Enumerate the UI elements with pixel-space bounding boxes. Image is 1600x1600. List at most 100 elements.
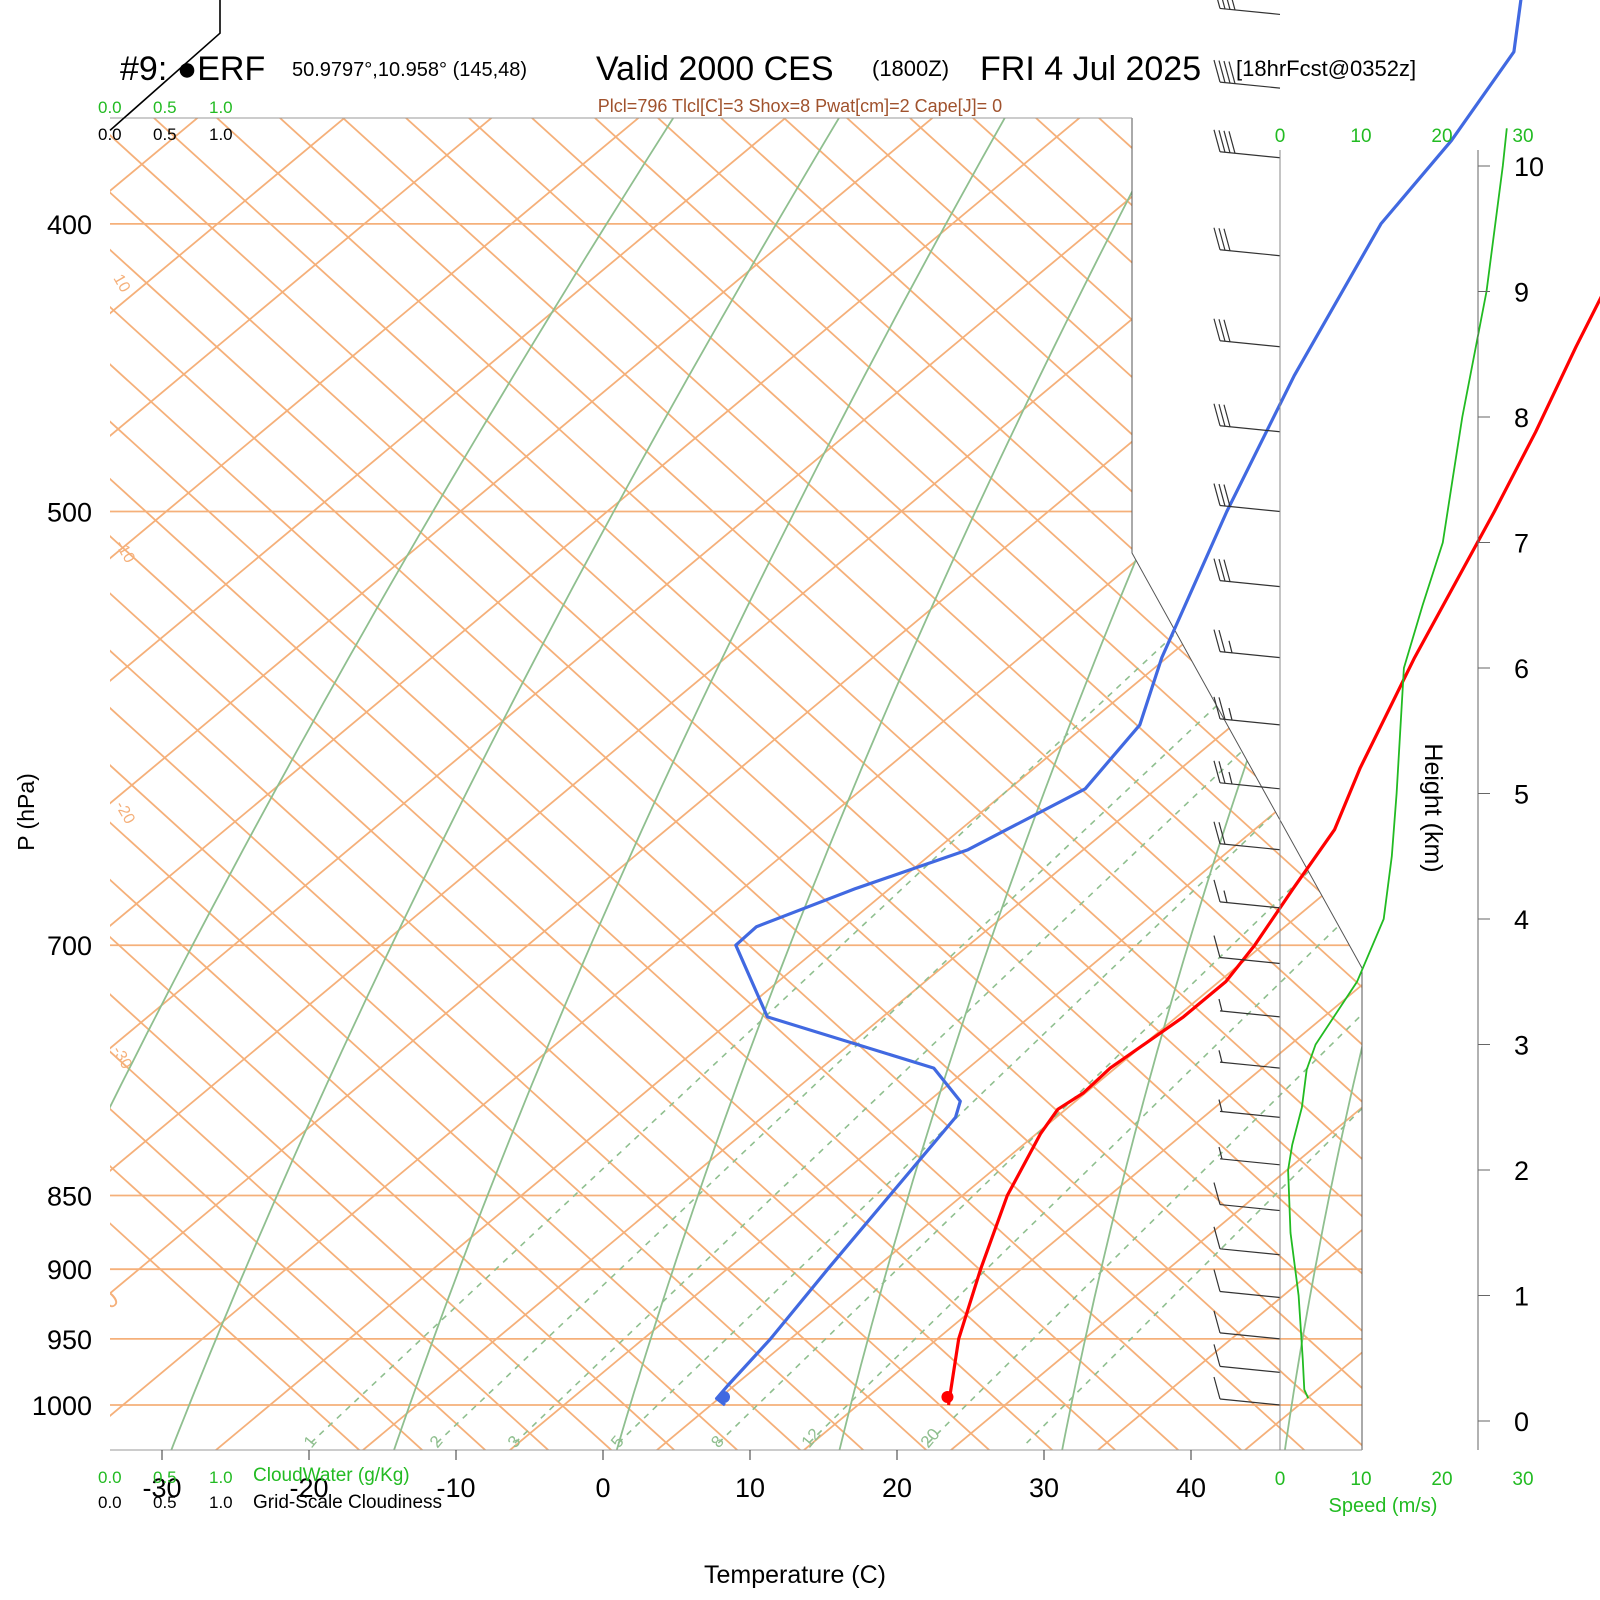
isotherm-cross-line: [550, 118, 1362, 1450]
temperature-surface-dot: [941, 1391, 954, 1403]
wind-barb-staff: [1219, 1110, 1281, 1118]
isotherm-line: [1190, 118, 1362, 1450]
dry-adiabat: [1057, 118, 1362, 1450]
temperature-tick-label: -30: [142, 1473, 181, 1503]
speed-tick-label-bottom: 10: [1350, 1469, 1371, 1490]
wind-barb-feather: [1223, 130, 1231, 153]
speed-tick-label-bottom: 30: [1512, 1469, 1533, 1490]
sounding-indices: Plcl=796 Tlcl[C]=3 Shox=8 Pwat[cm]=2 Cap…: [598, 96, 1002, 116]
cloudwater-scale-top-2: 1.0: [209, 98, 233, 117]
wind-barb-feather: [1223, 404, 1231, 427]
dry-adiabat: [834, 118, 1362, 1450]
valid-time: Valid 2000 CES: [596, 50, 834, 88]
isotherm-line: [110, 118, 292, 1450]
mixing-ratio-line: [436, 223, 1362, 1444]
wind-barb-feather: [1223, 319, 1231, 342]
isotherm-cross-line: [110, 118, 1257, 1450]
speed-axis-title: Speed (m/s): [1329, 1495, 1438, 1517]
plot-frame: [110, 117, 1363, 1451]
pressure-tick-label: 700: [47, 931, 92, 961]
wind-barb-staff: [1219, 1010, 1281, 1018]
isotherm-cross-line: [172, 118, 1362, 1450]
mixing-ratio-label: 1: [300, 1432, 321, 1451]
mixing-ratio-line: [717, 223, 1362, 1444]
isotherm-label: 0: [97, 1285, 125, 1314]
isotherm-label: 0: [1147, 387, 1166, 403]
cloudiness-scale-top-0: 0.0: [98, 125, 122, 144]
wind-barb: [1213, 1310, 1281, 1340]
height-tick-label: 4: [1514, 905, 1529, 935]
wind-barb-feather: [1213, 1226, 1221, 1249]
speed-tick-label-top: 30: [1512, 126, 1533, 147]
temperature-tick-label: 0: [595, 1473, 610, 1503]
pressure-tick-label: 950: [47, 1325, 92, 1355]
cloudwater-scale-top-0: 0.0: [98, 98, 122, 117]
height-tick-label: 1: [1514, 1282, 1529, 1312]
wind-barb-feather: [1213, 558, 1221, 581]
wind-barb-feather: [1213, 318, 1221, 341]
wind-barb-staff: [1219, 425, 1281, 433]
wind-barb-feather: [1213, 227, 1221, 250]
isotherm-line: [308, 118, 1362, 1450]
mixing-ratio-lines: 1 2 3 5 8 12 20: [300, 223, 1362, 1452]
cloudiness-scale-top-2: 1.0: [209, 125, 233, 144]
wind-barb-feather: [1228, 131, 1236, 154]
wind-barb-staff: [1219, 249, 1281, 257]
height-tick-label: 5: [1514, 780, 1529, 810]
wind-barb-half-feather: [1218, 1050, 1223, 1063]
isotherm-cross-line: [110, 118, 690, 1450]
isotherm-cross-line: [235, 118, 1362, 1450]
wind-barb-staff: [1219, 1398, 1281, 1406]
wind-barb-staff: [1219, 1248, 1281, 1256]
wind-barb-feather: [1221, 0, 1226, 10]
mixing-ratio-label: 20: [917, 1425, 944, 1452]
mixing-ratio-line: [808, 223, 1362, 1444]
isotherm-line: [110, 118, 1027, 1450]
isotherm-cross-line: [110, 118, 1362, 1450]
wind-barb: [1213, 935, 1281, 965]
y-axis-title: P (hPa): [13, 773, 39, 851]
cloudiness-label: Grid-Scale Cloudiness: [253, 1492, 442, 1513]
wind-barb-feather: [1213, 403, 1221, 426]
wind-barb-staff: [1219, 580, 1281, 588]
wind-barb-feather: [1218, 558, 1226, 582]
wind-barb: [1213, 696, 1281, 726]
wind-barb-feather: [1213, 129, 1221, 152]
isotherm-cross-line: [110, 118, 564, 1450]
wind-barb: [1218, 1099, 1281, 1118]
wind-barb: [1213, 318, 1281, 348]
temperature-tick-label: 20: [882, 1473, 912, 1503]
wind-barb: [1213, 1376, 1281, 1406]
speed-tick-label-top: 10: [1350, 126, 1371, 147]
wind-barb-staff: [1219, 1158, 1281, 1166]
x-axis-title: Temperature (C): [704, 1561, 886, 1589]
speed-tick-label-bottom: 20: [1431, 1469, 1452, 1490]
isotherm-cross-line: [110, 118, 1362, 1450]
isotherm-line: [1043, 118, 1362, 1450]
wind-barb-half-feather: [1223, 890, 1228, 903]
wind-barb-feather: [1218, 60, 1226, 83]
wind-barb-feather: [1218, 228, 1226, 251]
dry-adiabat: [110, 118, 1044, 1450]
wind-barb: [1213, 403, 1281, 433]
wind-barb-feather: [1223, 228, 1231, 251]
wind-barb-feather: [1213, 935, 1221, 958]
isotherm-cross-line: [110, 118, 879, 1450]
isotherm-label: -30: [109, 1044, 135, 1073]
isotherm-cross-line: [424, 118, 1362, 1450]
wind-barb-staff: [1219, 718, 1281, 726]
isotherm-line: [110, 118, 880, 1450]
valid-date: FRI 4 Jul 2025: [980, 50, 1201, 88]
wind-barb-half-feather: [1228, 771, 1233, 785]
cloudiness-scale-bottom-0: 0.0: [98, 1493, 122, 1512]
wind-barb-feather: [1218, 629, 1226, 653]
dry-adiabat-lines: [110, 118, 1362, 1450]
dewpoint-surface-dot: [718, 1391, 731, 1403]
isotherm-line: [110, 118, 733, 1450]
isotherm-cross-line: [110, 118, 1131, 1450]
isotherm-cross-line: [110, 118, 501, 1450]
isotherm-cross-line: [1559, 78, 1600, 1578]
mixing-ratio-label: 8: [707, 1432, 728, 1451]
speed-tick-label-top: 0: [1275, 126, 1286, 147]
